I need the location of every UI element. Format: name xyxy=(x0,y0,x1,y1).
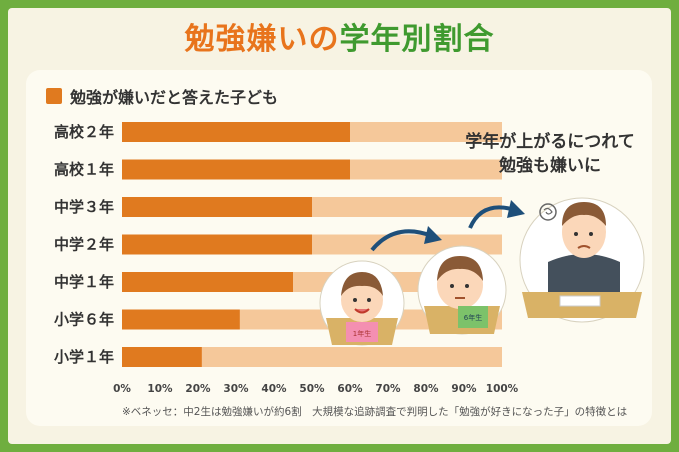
arrow-1-head-icon xyxy=(424,226,442,244)
title-part-green: 学年別割合 xyxy=(339,22,495,57)
x-tick-label: 70% xyxy=(375,383,401,395)
x-tick-label: 100% xyxy=(486,383,519,395)
x-tick-label: 50% xyxy=(299,383,325,395)
callout-text: 学年が上がるにつれて 勉強も嫌いに xyxy=(440,130,660,178)
bar xyxy=(122,234,312,255)
x-tick-label: 60% xyxy=(337,383,363,395)
category-label: 中学２年 xyxy=(54,236,114,254)
x-tick-label: 0% xyxy=(113,383,131,395)
x-tick-label: 90% xyxy=(451,383,477,395)
thinking-child-with-book-icon: 6年生 xyxy=(417,245,507,335)
bar-track xyxy=(122,347,502,367)
page-title: 勉強嫌いの学年別割合 xyxy=(0,14,679,58)
x-tick-label: 20% xyxy=(185,383,211,395)
category-label: 小学１年 xyxy=(54,348,114,366)
callout-line-2: 勉強も嫌いに xyxy=(499,156,601,176)
bar xyxy=(122,122,350,142)
footnote: ※ベネッセ：中2生は勉強嫌いが約6割 大規模な追跡調査で判明した「勉強が好きにな… xyxy=(122,406,628,418)
x-tick-label: 40% xyxy=(261,383,287,395)
legend-label: 勉強が嫌いだと答えた子ども xyxy=(70,88,279,107)
legend-swatch xyxy=(46,88,62,104)
category-label: 高校１年 xyxy=(54,161,114,179)
arrow-2-head-icon xyxy=(507,200,525,218)
category-label: 高校２年 xyxy=(54,123,114,141)
bar xyxy=(122,159,350,180)
bar xyxy=(122,197,312,217)
book-label-1: 1年生 xyxy=(353,329,371,338)
callout-line-1: 学年が上がるにつれて xyxy=(465,132,635,152)
category-label: 中学１年 xyxy=(54,273,114,291)
bar xyxy=(122,347,202,367)
chart-legend: 勉強が嫌いだと答えた子ども xyxy=(46,86,279,107)
x-tick-label: 80% xyxy=(413,383,439,395)
arrow-1-icon xyxy=(370,229,433,252)
title-part-orange: 勉強嫌いの xyxy=(184,22,340,57)
book-label-2: 6年生 xyxy=(464,313,482,322)
worried-student-at-desk-icon xyxy=(519,197,645,323)
category-label: 中学３年 xyxy=(54,198,114,216)
smiling-child-with-book-icon: 1年生 xyxy=(319,260,405,346)
x-tick-label: 30% xyxy=(223,383,249,395)
bar xyxy=(122,309,240,330)
x-tick-label: 10% xyxy=(147,383,173,395)
bar xyxy=(122,272,293,292)
category-label: 小学６年 xyxy=(54,311,114,329)
